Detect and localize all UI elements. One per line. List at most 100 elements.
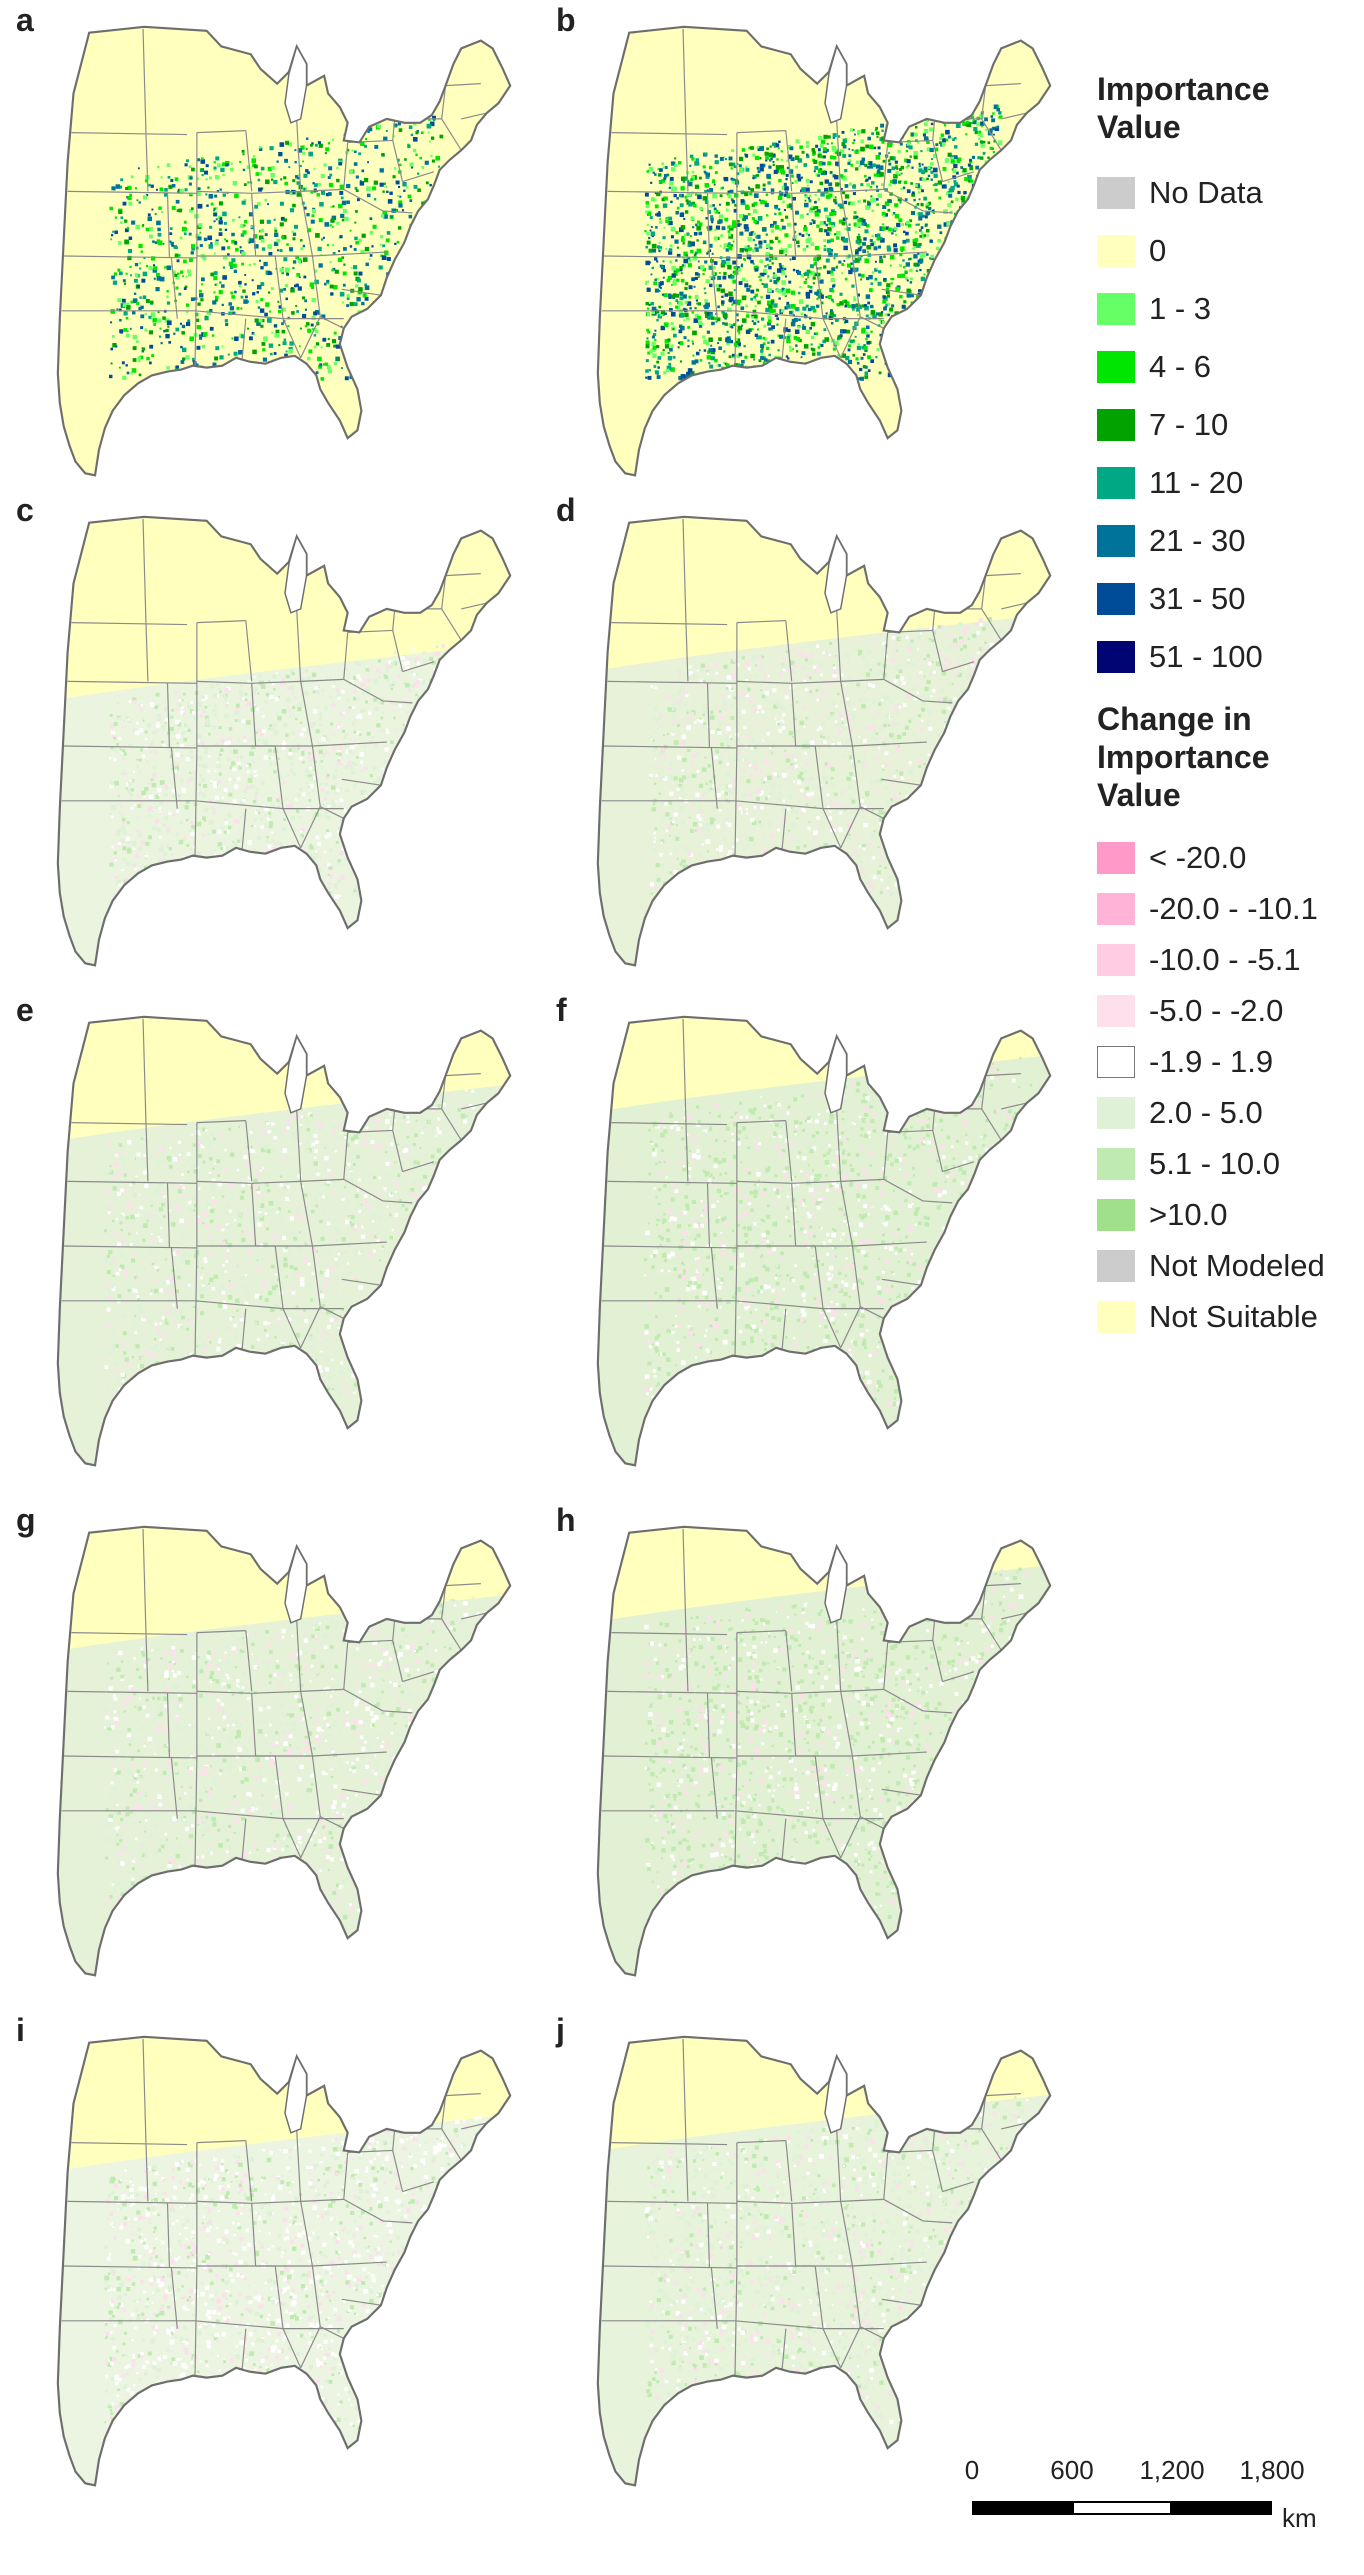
coastline-outline: [56, 1525, 512, 1977]
importance-legend-swatch: [1097, 293, 1135, 325]
change-legend-label: Not Modeled: [1149, 1247, 1325, 1283]
change-legend-swatch: [1097, 1045, 1135, 1078]
change-legend-item: Not Suitable: [1097, 1291, 1362, 1342]
lake-michigan: [824, 1544, 848, 1624]
distribution-layer: [57, 1593, 511, 1976]
importance-legend-item: 11 - 20: [1097, 454, 1362, 512]
lake-michigan: [824, 1034, 848, 1114]
importance-legend-label: 4 - 6: [1149, 349, 1212, 384]
eastern-us-map: [56, 1015, 512, 1467]
coastline-outline: [56, 25, 512, 477]
eastern-us-map: [56, 515, 512, 967]
eastern-us-map: [596, 2035, 1052, 2487]
change-legend-item: 5.1 - 10.0: [1097, 1138, 1362, 1189]
change-legend-swatch: [1097, 841, 1135, 874]
importance-legend-label: 21 - 30: [1149, 523, 1246, 558]
distribution-layer: [597, 2093, 1051, 2486]
lake-michigan: [824, 44, 848, 124]
change-legend-swatch: [1097, 892, 1135, 925]
legend-importance-items: No Data 0 1 - 3 4 - 6 7 - 10 11 - 20 21 - 30 31…: [1097, 164, 1362, 686]
legend-change-title: Change in Importance Value: [1097, 701, 1270, 813]
importance-legend-label: 1 - 3: [1149, 291, 1212, 326]
change-legend-item: 2.0 - 5.0: [1097, 1087, 1362, 1138]
importance-legend-label: 7 - 10: [1149, 407, 1229, 442]
change-legend-item: -1.9 - 1.9: [1097, 1036, 1362, 1087]
map-panel: b: [556, 2, 1060, 500]
change-legend-label: Not Suitable: [1149, 1298, 1318, 1334]
coastline-outline: [596, 2035, 1052, 2487]
change-legend-swatch: [1097, 943, 1135, 976]
legend-importance-title: Importance Value: [1097, 71, 1270, 145]
importance-legend-swatch: [1097, 177, 1135, 209]
eastern-us-map: [56, 2035, 512, 2487]
distribution-layer: [597, 1564, 1051, 1976]
panel-letter: h: [556, 1502, 576, 1538]
change-legend-item: -20.0 - -10.1: [1097, 883, 1362, 934]
map-panel: e: [16, 992, 520, 1490]
scale-tick-1800: 1,800: [1239, 2455, 1305, 2485]
distribution-layer: [597, 1054, 1051, 1466]
scale-tick-600: 600: [1050, 2455, 1094, 2485]
panel-letter: b: [556, 2, 576, 38]
change-legend-swatch: [1097, 994, 1135, 1027]
change-legend-swatch: [1097, 1147, 1135, 1180]
importance-legend-item: 31 - 50: [1097, 570, 1362, 628]
map-panel: c: [16, 492, 520, 990]
panel-letter: a: [16, 2, 34, 38]
scale-segment-1: [972, 2501, 1072, 2515]
change-legend-item: < -20.0: [1097, 832, 1362, 883]
change-legend-label: -20.0 - -10.1: [1149, 890, 1318, 926]
change-legend-item: >10.0: [1097, 1189, 1362, 1240]
importance-legend-item: 21 - 30: [1097, 512, 1362, 570]
lake-michigan: [284, 44, 308, 124]
importance-legend-label: 0: [1149, 233, 1167, 268]
map-panel: d: [556, 492, 1060, 990]
panel-letter: c: [16, 492, 34, 528]
legend: Importance Value No Data 0 1 - 3 4 - 6 7 - 1…: [1097, 70, 1362, 1342]
importance-legend-item: 0: [1097, 222, 1362, 280]
importance-legend-label: 11 - 20: [1149, 465, 1244, 500]
distribution-layer: [57, 1083, 511, 1466]
lake-michigan: [824, 534, 848, 614]
eastern-us-map: [56, 25, 512, 477]
scale-segment-2: [1072, 2501, 1172, 2515]
coastline-outline: [596, 25, 1052, 477]
panel-letter: g: [16, 1502, 36, 1538]
panel-letter: f: [556, 992, 567, 1028]
land-area: [57, 26, 511, 476]
scale-tick-0: 0: [964, 2455, 980, 2485]
map-panel: a: [16, 2, 520, 500]
importance-legend-swatch: [1097, 409, 1135, 441]
eastern-us-map: [596, 1525, 1052, 1977]
land-area: [597, 26, 1051, 476]
importance-legend-label: 31 - 50: [1149, 581, 1246, 616]
panel-letter: j: [556, 2012, 565, 2048]
change-legend-swatch: [1097, 1198, 1135, 1231]
change-legend-label: < -20.0: [1149, 839, 1247, 875]
importance-legend-swatch: [1097, 525, 1135, 557]
map-panel: j: [556, 2012, 1060, 2510]
change-legend-item: -10.0 - -5.1: [1097, 934, 1362, 985]
panel-letter: d: [556, 492, 576, 528]
change-legend-item: Not Modeled: [1097, 1240, 1362, 1291]
legend-change-items: < -20.0 -20.0 - -10.1 -10.0 - -5.1 -5.0 - -…: [1097, 832, 1362, 1342]
importance-legend-item: 4 - 6: [1097, 338, 1362, 396]
change-legend-swatch: [1097, 1249, 1135, 1282]
panel-letter: i: [16, 2012, 25, 2048]
scale-tick-1200: 1,200: [1139, 2455, 1205, 2485]
map-panel: h: [556, 1502, 1060, 2000]
panel-letter: e: [16, 992, 34, 1028]
change-legend-label: 5.1 - 10.0: [1149, 1145, 1280, 1181]
scale-bar: 0 600 1,200 1,800 km: [950, 2455, 1350, 2565]
distribution-layer: [597, 612, 1051, 966]
change-legend-label: 2.0 - 5.0: [1149, 1094, 1263, 1130]
importance-legend-swatch: [1097, 235, 1135, 267]
change-legend-label: -5.0 - -2.0: [1149, 992, 1284, 1028]
eastern-us-map: [56, 1525, 512, 1977]
importance-legend-swatch: [1097, 641, 1135, 673]
coastline-outline: [56, 515, 512, 967]
coastline-outline: [596, 1525, 1052, 1977]
importance-legend-item: 7 - 10: [1097, 396, 1362, 454]
importance-legend-item: No Data: [1097, 164, 1362, 222]
importance-legend-label: No Data: [1149, 175, 1263, 210]
